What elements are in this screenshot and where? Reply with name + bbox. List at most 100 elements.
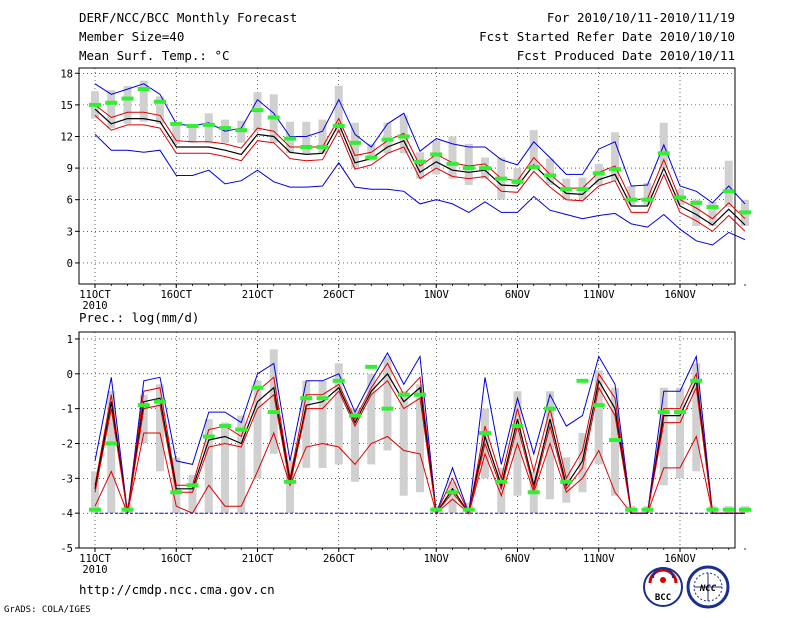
prec-x-tick-label: 26OCT (323, 553, 355, 565)
temp-observed-marker (495, 176, 508, 181)
prec-spread-box (578, 433, 587, 493)
prec-spread-box (318, 380, 327, 468)
temp-observed-marker (89, 102, 101, 107)
forecast-period: For 2010/10/11-2010/11/19 (547, 10, 735, 25)
prec-spread-box (497, 467, 506, 514)
temp-spread-box (139, 80, 148, 122)
temp-observed-marker (105, 100, 118, 105)
temp-spread-box (448, 136, 457, 179)
prec-spread-box (302, 380, 311, 468)
temp-observed-marker (235, 128, 248, 133)
prec-observed-marker (251, 385, 264, 390)
temp-observed-marker (446, 161, 459, 166)
prec-spread-box (659, 387, 668, 486)
temp-observed-marker (202, 122, 215, 127)
prec-spread-box (383, 356, 392, 451)
temp-spread-box (546, 158, 554, 185)
temp-y-tick-label: 6 (67, 195, 73, 207)
ncc-logo: NCC (686, 565, 730, 609)
temp-observed-marker (641, 197, 654, 202)
prec-spread-box (594, 370, 603, 465)
prec-spread-box (139, 394, 148, 444)
prec-y-tick-label: -2 (60, 438, 73, 450)
temp-spread-box (156, 96, 164, 124)
temp-year-label: 2010 (82, 300, 107, 312)
prec-observed-marker (284, 479, 296, 484)
prec-plot-frame (78, 331, 736, 549)
temp-x-tick-label: 16NOV (664, 289, 696, 301)
prec-spread-box (237, 415, 246, 514)
prec-observed-marker (446, 490, 459, 495)
temp-observed-marker (690, 200, 703, 205)
prec-x-tick-label: 21OCT (242, 553, 274, 565)
prec-observed-marker (495, 479, 508, 484)
temp-observed-marker (609, 167, 621, 172)
temp-observed-marker (365, 155, 378, 160)
prec-observed-marker (105, 441, 118, 446)
temp-spread-box (464, 143, 473, 185)
temp-observed-marker (544, 173, 556, 178)
prec-observed-marker (722, 507, 735, 512)
prec-spread-box (351, 408, 359, 482)
prec-spread-box (692, 363, 701, 472)
temp-series-mean (94, 108, 746, 226)
prec-x-tick-label: 11OCT (79, 553, 111, 565)
temp-series-lower (94, 115, 746, 232)
temp-series-min (94, 134, 746, 246)
footer-url: http://cmdp.ncc.cma.gov.cn (79, 582, 275, 597)
temp-y-tick-label: 9 (67, 163, 73, 175)
temp-x-tick-label: 6NOV (505, 289, 531, 301)
temp-y-tick-label: 12 (60, 131, 73, 143)
prec-observed-marker (202, 434, 215, 439)
prec-spread-box (676, 387, 684, 479)
prec-spread-box (286, 460, 294, 514)
temp-observed-marker (576, 187, 589, 192)
prec-observed-marker (300, 396, 313, 401)
prec-y-tick-label: -1 (60, 404, 73, 416)
temp-plot-frame (78, 67, 736, 285)
prec-observed-marker (137, 403, 150, 408)
temp-observed-marker (430, 152, 443, 157)
temp-observed-marker (332, 123, 345, 128)
temperature-panel: 0 3 6 9 12 15 18 11OCT 16OCT 21OCT 26OCT 1NOV 6NOV 11… (60, 67, 751, 312)
temp-x-tick-label: 11OCT (79, 289, 111, 301)
prec-spread-box (399, 391, 408, 496)
prec-observed-marker (609, 438, 621, 442)
prec-observed-marker (544, 406, 556, 411)
temp-observed-marker (397, 134, 410, 139)
temp-spread-box (529, 130, 538, 169)
prec-observed-marker (592, 403, 605, 408)
temp-observed-marker (300, 145, 313, 150)
temp-spread-box (318, 119, 327, 154)
temp-observed-marker (706, 205, 719, 210)
prec-observed-marker (527, 490, 540, 495)
prec-observed-marker (219, 424, 231, 429)
prec-observed-marker (674, 410, 686, 415)
temp-observed-marker (479, 166, 491, 171)
temp-observed-marker (219, 126, 231, 131)
prec-observed-marker (560, 479, 573, 484)
prec-observed-marker (349, 413, 361, 418)
prec-observed-marker (657, 410, 670, 415)
temp-observed-marker (560, 187, 573, 192)
temp-observed-marker (511, 179, 524, 184)
temp-observed-marker (267, 115, 280, 120)
temp-observed-marker (251, 108, 264, 113)
temp-observed-marker (186, 123, 199, 128)
prec-observed-marker (154, 399, 166, 404)
prec-spread-box (253, 380, 262, 479)
temp-y-tick-label: 0 (67, 258, 73, 270)
prec-observed-marker (89, 507, 101, 512)
prec-spread-box (269, 349, 278, 454)
temp-observed-marker (657, 151, 670, 156)
prec-x-tick-label: 1NOV (424, 553, 450, 565)
chart-title: DERF/NCC/BCC Monthly Forecast (79, 10, 297, 25)
prec-y-tick-label: -4 (60, 508, 73, 520)
temp-observed-marker (170, 121, 183, 126)
temp-observed-marker (592, 171, 605, 176)
precipitation-panel: -5 -4 -3 -2 -1 0 1 11OCT 16OCT 21OCT 26OCT 1NOV 6NOV… (60, 331, 751, 576)
prec-x-tick-label: 16OCT (160, 553, 192, 565)
temp-spread-box (708, 201, 717, 227)
temp-y-tick-label: 15 (60, 100, 73, 112)
